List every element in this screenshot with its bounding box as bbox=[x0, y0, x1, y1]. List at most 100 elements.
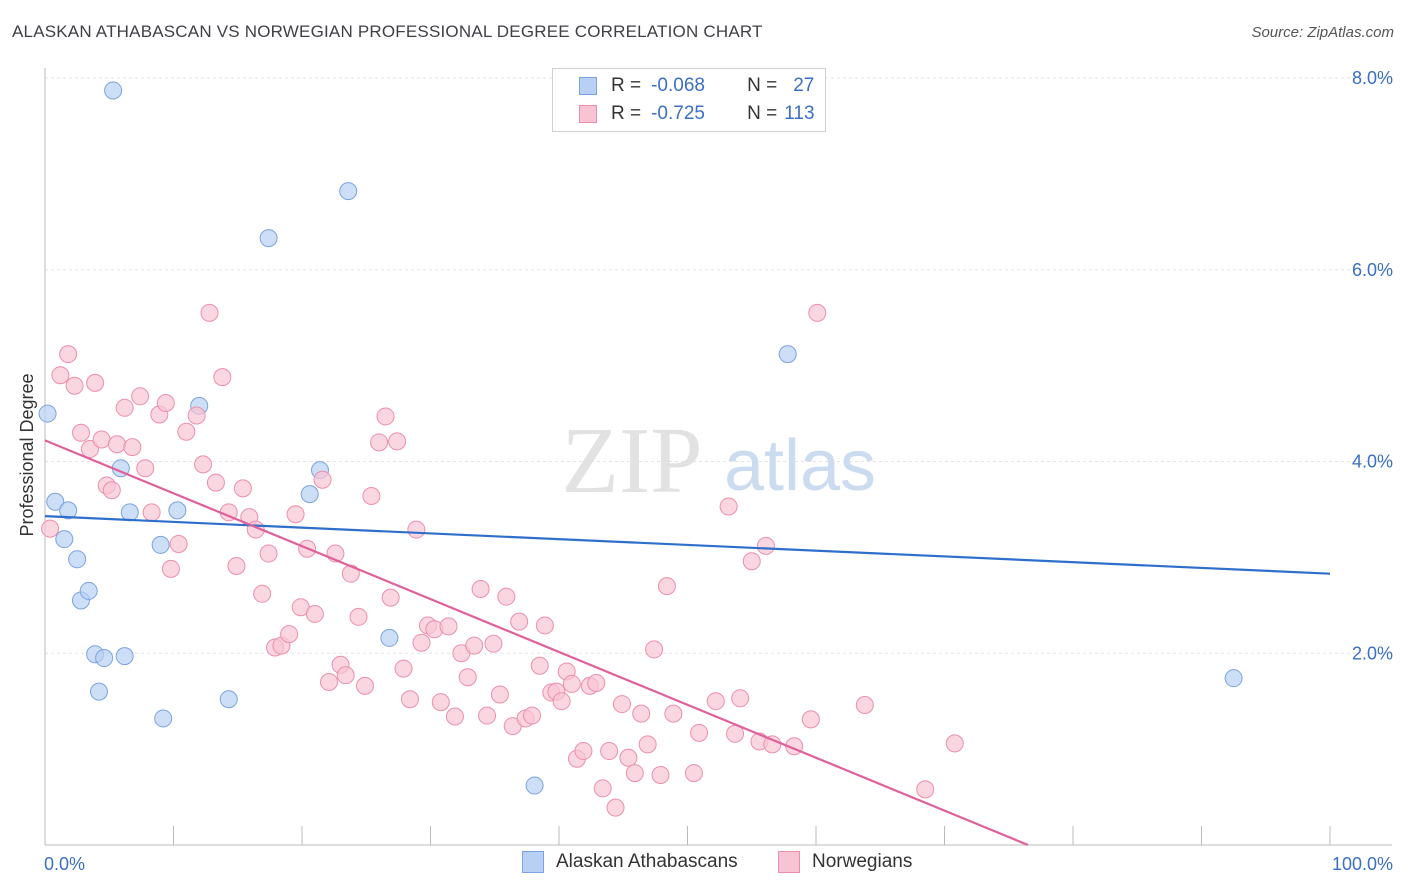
athabascan-point bbox=[38, 404, 57, 423]
norwegian-point bbox=[194, 455, 213, 474]
norwegian-point bbox=[41, 519, 60, 538]
athabascan-point bbox=[525, 776, 544, 795]
norwegian-point bbox=[719, 497, 738, 516]
norwegian-point bbox=[206, 473, 225, 492]
y-axis-title: Professional Degree bbox=[17, 373, 37, 536]
norwegian-point bbox=[259, 544, 278, 563]
norwegian-point bbox=[280, 625, 299, 644]
norwegian-point bbox=[200, 303, 219, 322]
norwegian-point bbox=[169, 534, 188, 553]
athabascan-point bbox=[259, 229, 278, 248]
athabascan-point bbox=[89, 682, 108, 701]
legend-r-value: -0.725 bbox=[651, 103, 705, 124]
legend-r-value: -0.068 bbox=[651, 75, 705, 96]
chart-title: ALASKAN ATHABASCAN VS NORWEGIAN PROFESSI… bbox=[12, 22, 763, 41]
bottom-legend-athabascan: Alaskan Athabascans bbox=[522, 851, 738, 873]
norwegian-point bbox=[71, 423, 90, 442]
bottom-legend-swatch bbox=[522, 851, 544, 873]
legend-row-norwegian: R = -0.725 N = 113 bbox=[579, 101, 815, 127]
norwegian-point bbox=[465, 636, 484, 655]
athabascan-point bbox=[68, 550, 87, 569]
trend-lines bbox=[44, 439, 1331, 847]
norwegian-point bbox=[478, 706, 497, 725]
legend-row-athabascan: R = -0.068 N = 27 bbox=[579, 73, 814, 99]
correlation-legend: R = -0.068 N = 27 R = -0.725 N = 113 bbox=[552, 68, 826, 132]
norwegian-point bbox=[156, 394, 175, 413]
athabascan-point bbox=[46, 492, 65, 511]
norwegian-point bbox=[286, 505, 305, 524]
norwegian-point bbox=[336, 666, 355, 685]
norwegian-point bbox=[632, 704, 651, 723]
athabascan-point bbox=[104, 81, 123, 100]
axis-labels: 2.0% 4.0% 6.0% 8.0% 0.0% 100.0% Professional D… bbox=[17, 68, 1393, 874]
norwegian-point bbox=[945, 734, 964, 753]
norwegian-point bbox=[490, 685, 509, 704]
norwegian-point bbox=[123, 438, 142, 457]
legend-swatch-norwegian bbox=[579, 105, 597, 123]
norwegian-trend-line bbox=[44, 439, 1029, 847]
norwegian-point bbox=[808, 303, 827, 322]
norwegian-point bbox=[136, 459, 155, 478]
norwegian-point bbox=[92, 430, 111, 449]
athabascan-point bbox=[1224, 669, 1243, 688]
axes bbox=[44, 68, 1392, 846]
norwegian-point bbox=[742, 552, 761, 571]
legend-r-label: R = bbox=[611, 103, 642, 124]
norwegian-point bbox=[59, 345, 78, 364]
athabascan-trend-line bbox=[44, 515, 1331, 575]
norwegian-point bbox=[177, 422, 196, 441]
norwegian-point bbox=[684, 764, 703, 783]
norwegian-point bbox=[619, 748, 638, 767]
norwegian-point bbox=[587, 673, 606, 692]
norwegian-point bbox=[651, 766, 670, 785]
norwegian-point bbox=[484, 634, 503, 653]
norwegian-point bbox=[313, 470, 332, 489]
norwegian-point bbox=[381, 588, 400, 607]
legend-n-label: N = bbox=[747, 75, 778, 96]
norwegian-point bbox=[394, 659, 413, 678]
norwegian-point bbox=[756, 536, 775, 555]
norwegian-point bbox=[253, 584, 272, 603]
norwegian-point bbox=[612, 695, 631, 714]
watermark-atlas: atlas bbox=[724, 426, 876, 506]
norwegian-point bbox=[562, 674, 581, 693]
norwegian-point bbox=[439, 617, 458, 636]
athabascan-point bbox=[79, 581, 98, 600]
bottom-legend-norwegian: Norwegians bbox=[778, 851, 912, 873]
norwegian-point bbox=[388, 432, 407, 451]
norwegian-point bbox=[458, 668, 477, 687]
y-tick-label: 2.0% bbox=[1352, 643, 1393, 663]
athabascan-point bbox=[300, 485, 319, 504]
x-tick-label: 100.0% bbox=[1332, 854, 1393, 874]
norwegian-point bbox=[227, 557, 246, 576]
norwegian-point bbox=[161, 559, 180, 578]
norwegian-point bbox=[657, 577, 676, 596]
norwegian-point bbox=[400, 690, 419, 709]
legend-n-label: N = bbox=[747, 103, 778, 124]
legend-r-label: R = bbox=[611, 75, 642, 96]
norwegian-point bbox=[706, 692, 725, 711]
norwegian-point bbox=[80, 440, 99, 459]
norwegian-point bbox=[51, 366, 70, 385]
norwegian-point bbox=[213, 368, 232, 387]
norwegian-point bbox=[574, 742, 593, 761]
norwegian-point bbox=[142, 503, 161, 522]
athabascan-point bbox=[95, 649, 114, 668]
norwegian-point bbox=[497, 587, 516, 606]
x-tick-label: 0.0% bbox=[44, 854, 85, 874]
norwegian-point bbox=[86, 373, 105, 392]
norwegian-point bbox=[606, 798, 625, 817]
norwegian-point bbox=[530, 656, 549, 675]
norwegian-point bbox=[593, 779, 612, 798]
source-label: Source: ZipAtlas.com bbox=[1251, 24, 1394, 41]
norwegian-point bbox=[638, 735, 657, 754]
athabascan-point bbox=[120, 503, 139, 522]
watermark: ZIP atlas bbox=[562, 409, 877, 513]
norwegian-point bbox=[855, 696, 874, 715]
norwegian-point bbox=[916, 780, 935, 799]
norwegian-point bbox=[349, 607, 368, 626]
norwegian-point bbox=[600, 742, 619, 761]
norwegian-point bbox=[407, 520, 426, 539]
athabascan-point bbox=[151, 535, 170, 554]
